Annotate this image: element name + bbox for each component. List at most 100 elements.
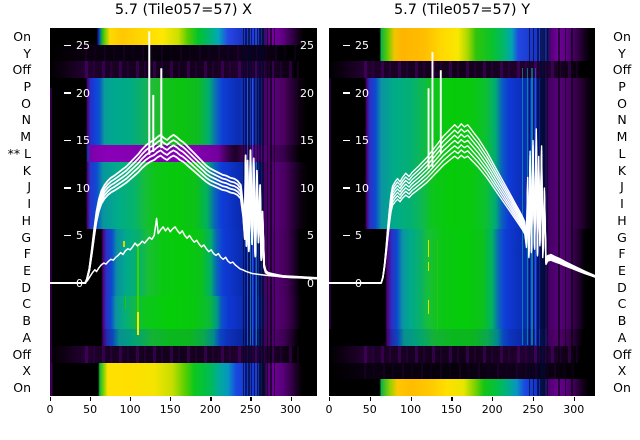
heatmap-row xyxy=(329,61,595,79)
y-tick-value: 5 xyxy=(76,229,83,242)
y-tick-value: 0 xyxy=(307,276,314,290)
row-label-right: A xyxy=(617,329,627,345)
y-tick-label-right: 20 xyxy=(300,86,314,100)
x-tick-label: 100 xyxy=(400,403,422,416)
x-tick-mark xyxy=(90,397,92,401)
row-label-right: B xyxy=(617,313,627,329)
x-tick-label: 150 xyxy=(159,403,181,416)
heatmap-vline xyxy=(50,88,53,396)
x-tick-mark xyxy=(250,397,252,401)
heatmap-vline xyxy=(546,28,548,396)
heatmap-vline xyxy=(521,68,524,345)
y-tick-value: 10 xyxy=(76,181,90,195)
y-tick-label-left: 15 xyxy=(343,134,369,148)
y-tick-dash xyxy=(343,44,350,47)
row-label-right: Off xyxy=(612,62,632,78)
row-label-left: Y xyxy=(23,45,31,61)
x-tick-label: 50 xyxy=(362,403,377,416)
row-label-left: E xyxy=(23,263,31,279)
y-tick-dash xyxy=(343,234,350,237)
heatmap-row xyxy=(329,362,595,380)
heatmap-vline xyxy=(436,240,439,330)
heatmap-row xyxy=(329,379,595,396)
heatmap-row xyxy=(329,312,595,330)
heatmap-row xyxy=(50,245,317,263)
heatmap-row xyxy=(329,278,595,297)
x-tick-mark xyxy=(492,397,494,401)
panel-title-y: 5.7 (Tile057=57) Y xyxy=(393,2,531,18)
y-tick-value: 0 xyxy=(355,276,362,290)
y-tick-label-right: 0 xyxy=(307,276,314,290)
row-label-left: Off xyxy=(12,346,31,362)
x-tick-label: 300 xyxy=(280,403,302,416)
y-tick-label-left: 20 xyxy=(343,86,369,100)
heatmap-vline xyxy=(558,28,560,396)
y-tick-dash xyxy=(343,187,350,189)
heatmap-row xyxy=(329,128,595,146)
y-tick-value: 25 xyxy=(300,39,314,52)
y-tick-value: 15 xyxy=(76,134,90,147)
y-tick-value: 20 xyxy=(76,86,90,100)
row-label-right: On xyxy=(613,380,631,396)
heatmap-row xyxy=(50,278,317,297)
row-label-left: I xyxy=(27,196,31,212)
row-label-right: J xyxy=(620,179,624,195)
row-label-right: C xyxy=(617,296,627,312)
row-label-right: F xyxy=(618,246,626,262)
dipole-response-curve xyxy=(329,149,595,284)
heatmap-row xyxy=(50,78,317,96)
row-label-right: O xyxy=(617,95,627,111)
x-tick-mark xyxy=(451,397,453,401)
x-tick-label: 0 xyxy=(46,403,54,416)
x-tick-mark xyxy=(50,397,52,401)
x-tick-label: 150 xyxy=(440,403,462,416)
heatmap-row xyxy=(329,329,595,347)
y-tick-label-left: 20 xyxy=(64,86,90,100)
x-tick-label: 50 xyxy=(83,403,98,416)
heatmap-row xyxy=(50,61,317,79)
y-tick-label-right: 5 xyxy=(307,229,314,243)
heatmap-row xyxy=(329,78,595,96)
heatmap-row xyxy=(329,295,595,313)
row-label-left: G xyxy=(21,229,31,245)
y-tick-dash xyxy=(64,139,71,142)
row-label-right: D xyxy=(617,279,627,295)
y-tick-value: 10 xyxy=(355,181,369,195)
row-label-left: Off xyxy=(12,62,31,78)
dipole-response-curve xyxy=(50,134,317,284)
x-tick-mark xyxy=(130,397,132,401)
row-label-left: On xyxy=(13,28,31,44)
heatmap-row xyxy=(50,94,317,113)
x-tick-label: 250 xyxy=(522,403,544,416)
y-tick-dash xyxy=(343,92,350,94)
dipole-response-curve xyxy=(329,154,595,284)
row-label-left: J xyxy=(27,179,31,195)
row-label-left: F xyxy=(23,246,31,262)
row-label-right: I xyxy=(620,196,624,212)
row-label-right: K xyxy=(617,162,627,178)
row-label-left: O xyxy=(21,95,31,111)
x-tick-label: 100 xyxy=(119,403,141,416)
heatmap-panel-y: 25 20 15 10 5 0 xyxy=(329,28,595,396)
heatmap-vline xyxy=(137,312,140,335)
heatmap-row xyxy=(50,312,317,330)
beam-curve-overlay xyxy=(329,52,595,284)
y-tick-value: 5 xyxy=(307,229,314,242)
y-tick-value: 0 xyxy=(76,276,83,290)
y-tick-value: 20 xyxy=(355,86,369,100)
heatmap-row xyxy=(50,379,317,396)
row-label-left: C xyxy=(22,296,31,312)
heatmap-vline xyxy=(270,28,272,396)
y-tick-label-right: 10 xyxy=(300,181,314,195)
panel-title-x: 5.7 (Tile057=57) X xyxy=(114,2,253,18)
row-label-right: P xyxy=(618,79,626,95)
heatmap-row xyxy=(50,329,317,347)
row-label-right: Y xyxy=(618,45,626,61)
x-tick-label: 0 xyxy=(325,403,333,416)
y-tick-value: 5 xyxy=(355,229,362,242)
y-tick-label-left: 0 xyxy=(64,276,83,290)
row-label-left: M xyxy=(20,129,31,145)
heatmap-row xyxy=(50,128,317,146)
y-tick-value: 15 xyxy=(300,134,314,147)
